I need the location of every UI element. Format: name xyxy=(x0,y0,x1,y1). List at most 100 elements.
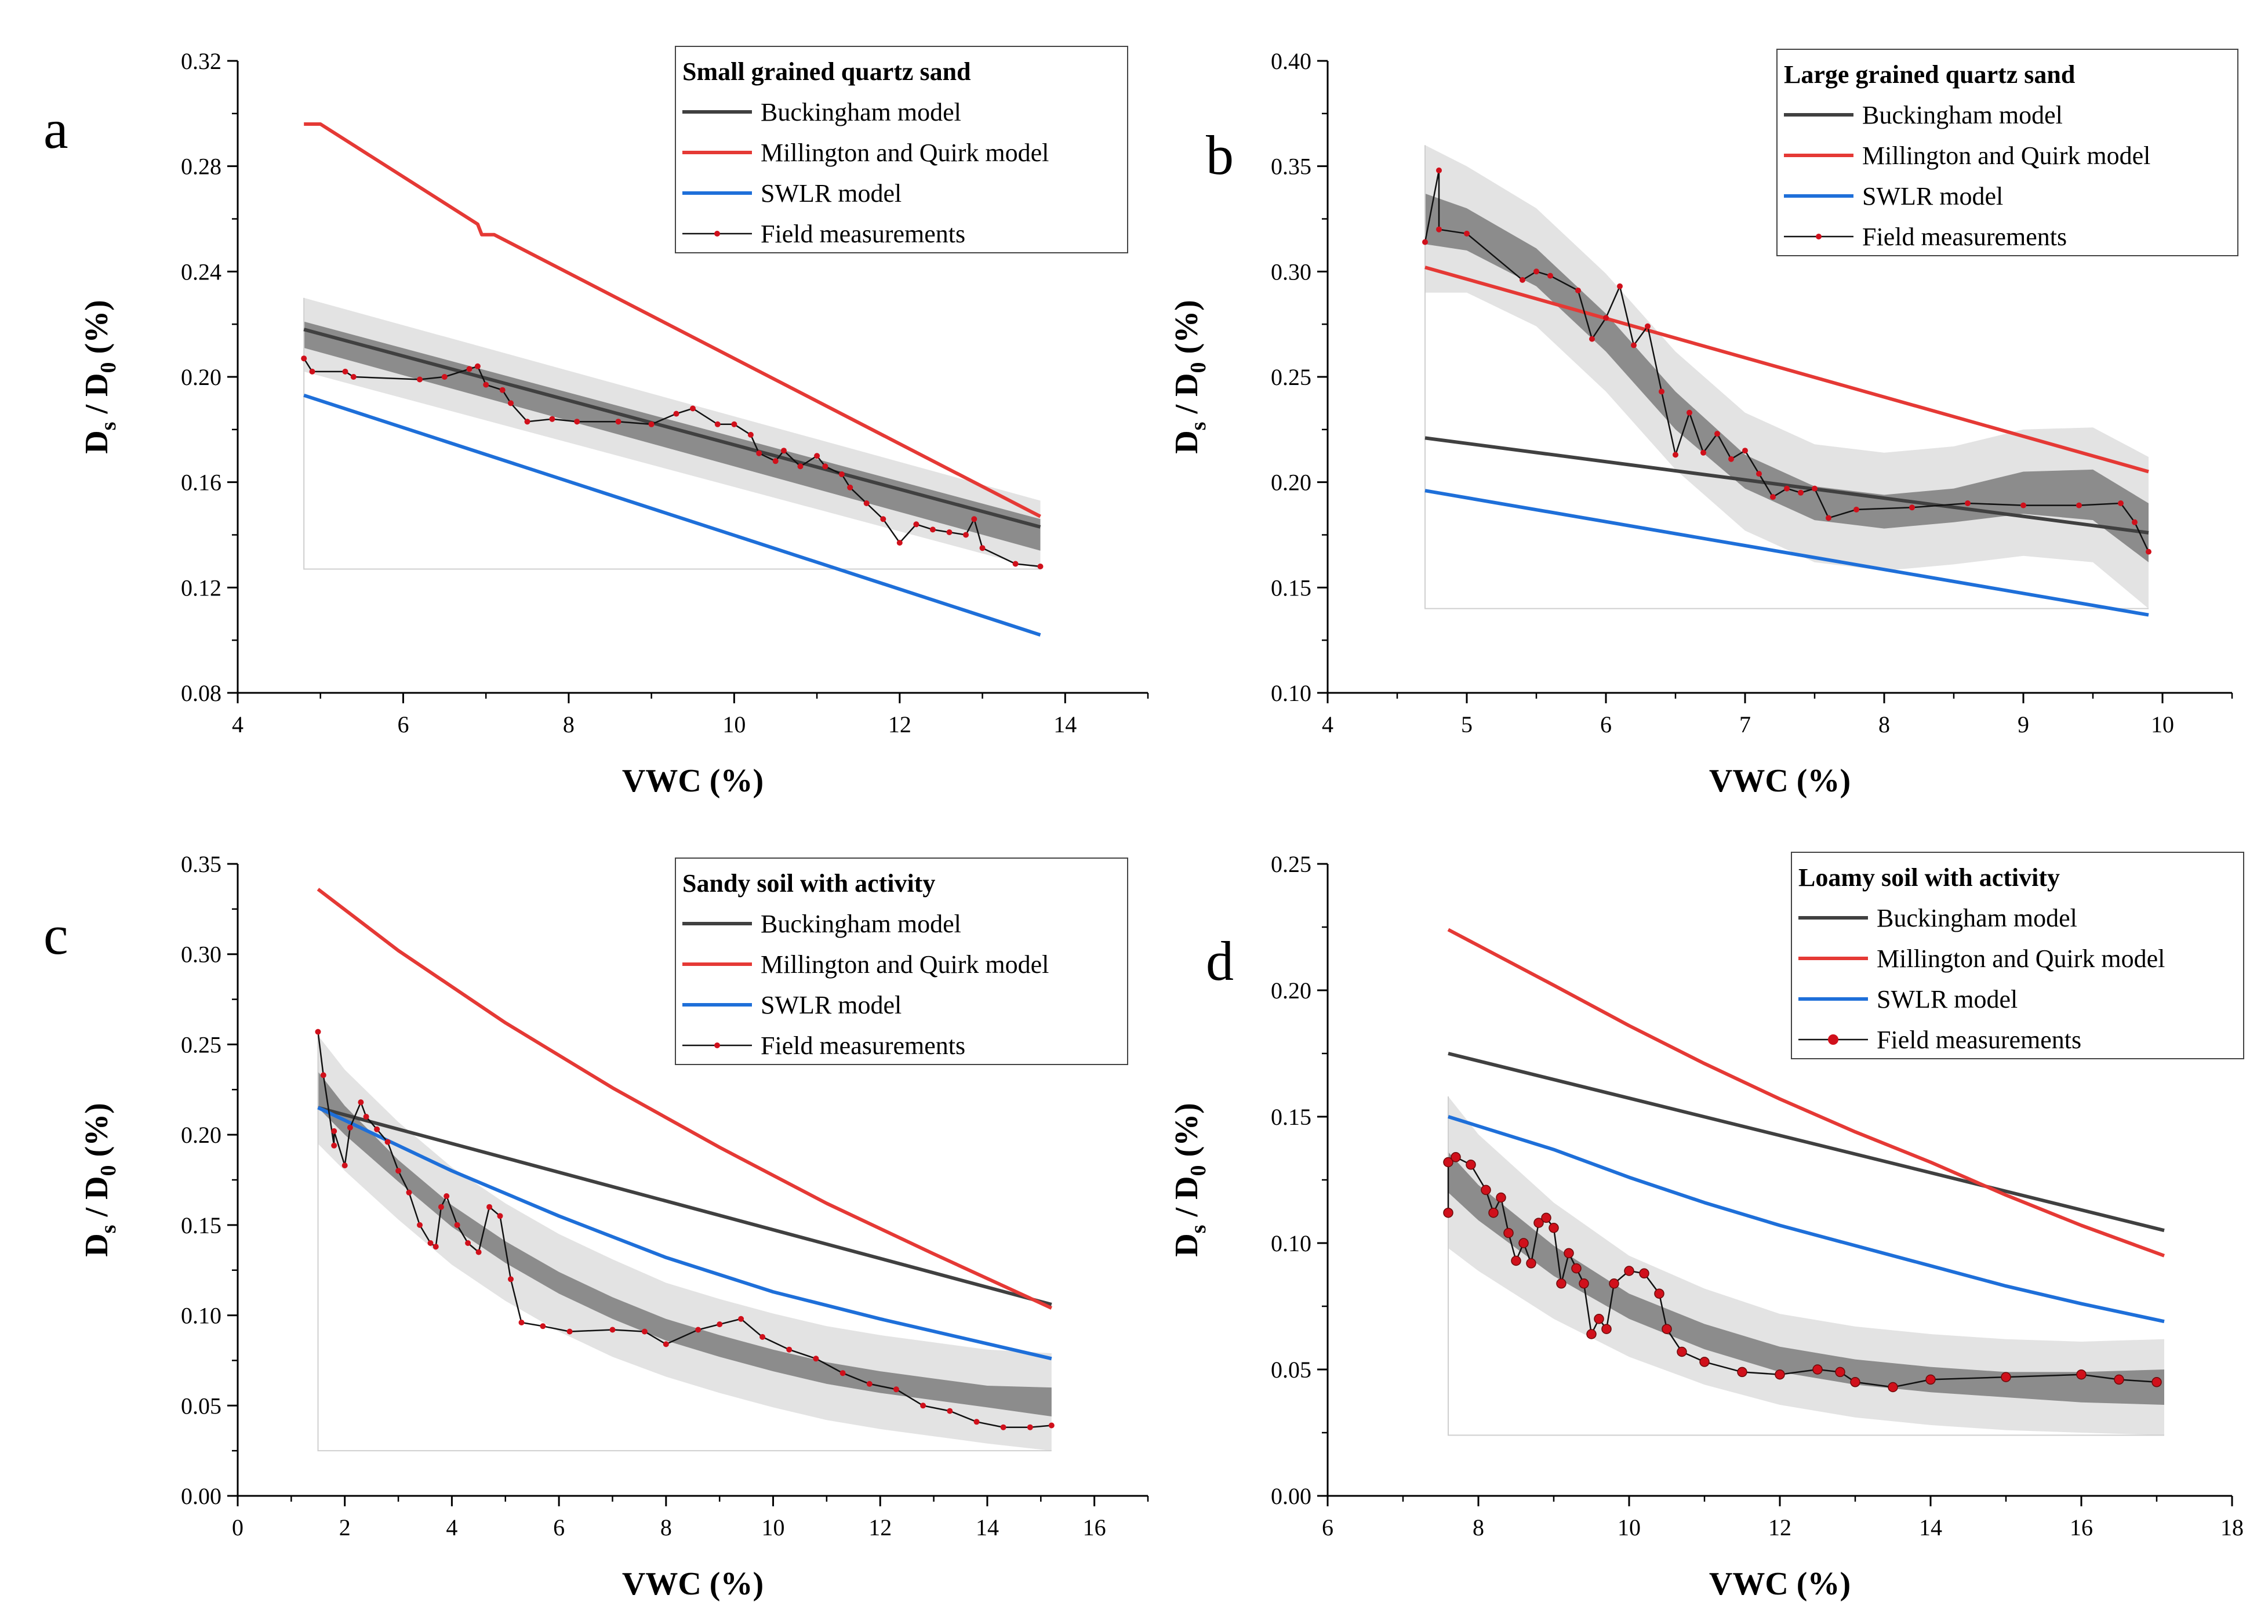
field-measurement-point xyxy=(839,1370,846,1376)
field-measurement-point xyxy=(1436,226,1442,232)
field-measurement-point xyxy=(1700,449,1706,456)
field-measurement-point xyxy=(2114,1374,2124,1385)
chart-panel-a: 4 6 8 10 12 14 0.08 0.12 0.16 0.20 0.24 0.28 0.32 VWC… xyxy=(43,46,1149,799)
field-measurement-point xyxy=(1000,1424,1006,1430)
y-tick-label: 0.20 xyxy=(1271,978,1311,1004)
x-tick-label: 18 xyxy=(2220,1514,2244,1541)
y-tick-label: 0.15 xyxy=(181,1212,221,1238)
field-measurements-line xyxy=(1424,170,2150,553)
field-measurement-point xyxy=(1526,1258,1536,1269)
y-tick-label: 0.05 xyxy=(181,1393,221,1419)
field-measurement-point xyxy=(947,1408,953,1414)
field-measurement-point xyxy=(474,363,481,369)
legend: Large grained quartz sand Buckingham mode… xyxy=(1776,49,2238,256)
field-measurement-point xyxy=(1012,561,1019,567)
field-measurement-point xyxy=(350,374,357,380)
field-measurement-point xyxy=(1481,1185,1491,1196)
field-measurement-point xyxy=(1037,564,1044,569)
legend-title: Sandy soil with activity xyxy=(682,869,935,898)
legend-box xyxy=(1776,49,2238,256)
y-tick-label: 0.05 xyxy=(1271,1357,1311,1383)
field-measurement-point xyxy=(1888,1382,1898,1393)
panel-label: a xyxy=(43,98,68,160)
y-tick-label: 0.32 xyxy=(181,48,221,74)
field-measurement-point xyxy=(714,421,721,427)
field-measurement-point xyxy=(1520,277,1525,283)
field-measurement-point xyxy=(838,471,845,477)
field-measurement-point xyxy=(738,1316,744,1322)
x-tick-label: 9 xyxy=(2018,711,2029,737)
field-measurement-point xyxy=(499,387,506,393)
field-measurement-point xyxy=(893,1386,899,1393)
field-measurement-point xyxy=(1488,1207,1499,1218)
field-measurement-point xyxy=(731,421,737,427)
y-tick-label: 0.20 xyxy=(181,1122,221,1148)
series-field-measurements xyxy=(1422,167,2151,555)
field-measurement-point xyxy=(1835,1367,1845,1378)
field-measurement-point xyxy=(1443,1207,1453,1218)
field-measurement-point xyxy=(673,410,679,417)
y-tick-label: 0.12 xyxy=(181,575,221,601)
field-measurement-point xyxy=(2118,500,2124,506)
field-measurement-point xyxy=(1677,1346,1687,1357)
field-measurement-point xyxy=(1579,1278,1589,1289)
series-field-measurements xyxy=(1443,1152,2162,1393)
field-measurement-point xyxy=(1533,1218,1544,1228)
x-tick-label: 16 xyxy=(1083,1514,1106,1541)
field-measurement-point xyxy=(1586,1329,1597,1339)
field-measurement-point xyxy=(1639,1268,1649,1279)
field-measurement-point xyxy=(1541,1212,1551,1223)
legend-label-field: Field measurements xyxy=(1877,1026,2081,1054)
field-measurement-point xyxy=(309,368,315,375)
field-measurement-point xyxy=(648,421,655,427)
legend-label-swlr: SWLR model xyxy=(1862,182,2003,210)
field-measurement-point xyxy=(1699,1357,1710,1367)
field-measurement-point xyxy=(847,484,853,491)
field-measurement-point xyxy=(384,1139,391,1145)
field-measurement-point xyxy=(540,1323,546,1329)
field-measurement-point xyxy=(747,431,754,438)
field-measurement-point xyxy=(1714,431,1720,437)
field-measurement-point xyxy=(1436,167,1442,173)
field-measurement-point xyxy=(1594,1314,1604,1324)
field-measurement-point xyxy=(2151,1377,2162,1387)
field-measurement-point xyxy=(1464,230,1470,237)
field-measurement-point xyxy=(717,1321,723,1328)
field-measurement-point xyxy=(1742,448,1748,454)
field-measurement-point xyxy=(342,368,348,375)
x-tick-label: 10 xyxy=(762,1514,785,1541)
legend-label-swlr: SWLR model xyxy=(1877,985,2018,1013)
x-tick-label: 0 xyxy=(232,1514,243,1541)
field-measurement-point xyxy=(1601,1324,1612,1334)
field-measurement-point xyxy=(1511,1255,1521,1266)
field-measurement-point xyxy=(444,1193,450,1199)
series-buckingham-line xyxy=(1448,1052,2165,1233)
field-measurement-point xyxy=(1503,1227,1514,1238)
field-measurement-point xyxy=(609,1327,616,1333)
confidence-band xyxy=(1448,1152,2164,1405)
field-measurement-point xyxy=(929,526,936,533)
x-tick-label: 8 xyxy=(1878,711,1890,737)
field-measurement-point xyxy=(1422,239,1428,245)
x-tick-label: 10 xyxy=(1618,1514,1641,1541)
field-measurement-point xyxy=(1027,1424,1033,1430)
y-tick-label: 0.10 xyxy=(1271,680,1311,706)
series-swlr-line xyxy=(1424,489,2149,617)
field-measurement-point xyxy=(920,1403,926,1409)
field-measurement-point xyxy=(1853,506,1859,513)
y-tick-label: 0.25 xyxy=(1271,851,1311,877)
field-measurement-point xyxy=(2076,1369,2087,1380)
legend-label-field: Field measurements xyxy=(761,220,965,248)
legend-label-buckingham: Buckingham model xyxy=(1862,101,2063,129)
field-measurement-point xyxy=(772,458,779,464)
field-measurement-point xyxy=(913,521,919,528)
y-tick-label: 0.25 xyxy=(1271,364,1311,390)
band-reference-line xyxy=(317,1035,1052,1452)
x-tick-label: 12 xyxy=(888,711,911,737)
legend-label-field: Field measurements xyxy=(1862,223,2067,251)
series-millington-line xyxy=(1424,266,2149,474)
x-axis-title: VWC (%) xyxy=(1709,763,1851,799)
field-measurement-point xyxy=(1631,342,1637,348)
field-measurement-point xyxy=(695,1327,702,1333)
